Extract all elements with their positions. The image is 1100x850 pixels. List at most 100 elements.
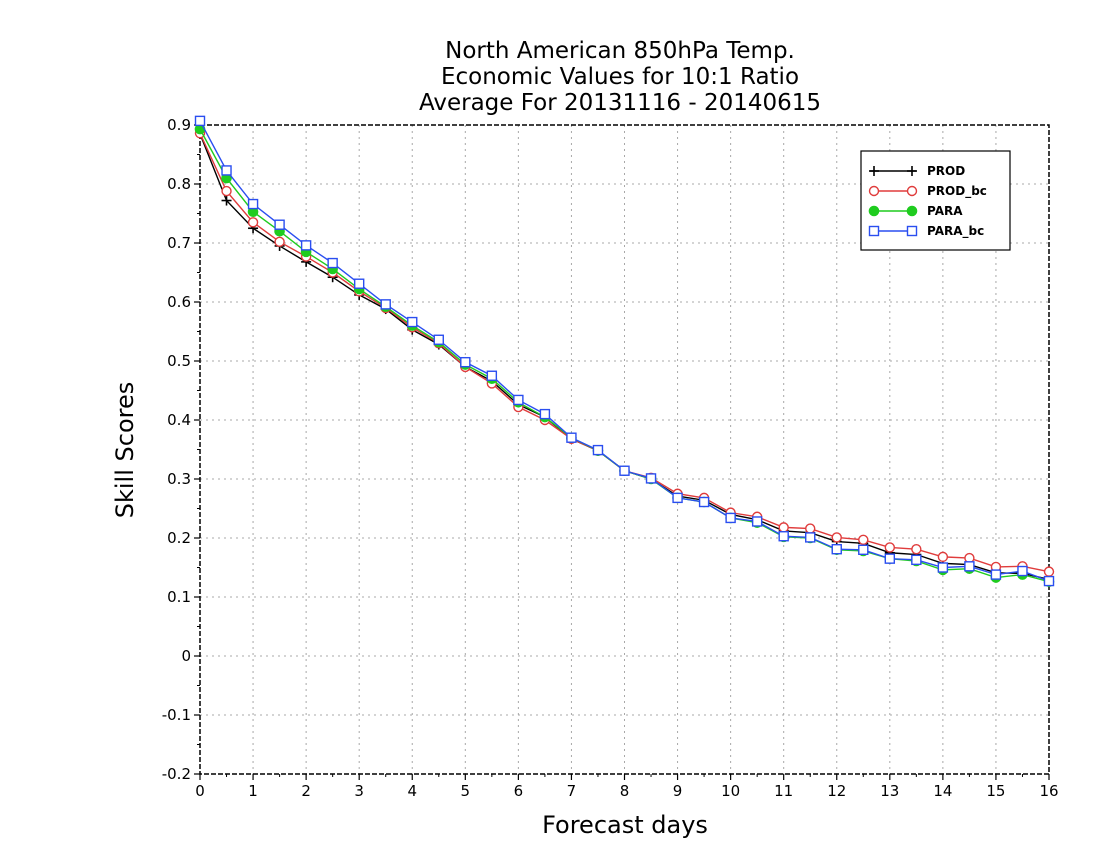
data-point-para-bc xyxy=(1017,565,1028,577)
legend-label: PARA_bc xyxy=(927,224,984,239)
x-tick-label: 11 xyxy=(774,782,793,800)
legend-item-prod-bc: PROD_bc xyxy=(868,184,987,199)
data-point-para-bc xyxy=(353,278,365,289)
x-tick-label: 5 xyxy=(461,782,471,800)
data-point-prod-bc xyxy=(831,532,842,543)
x-tick-label: 15 xyxy=(986,782,1005,800)
data-point-prod-bc xyxy=(274,236,285,248)
data-point-para-bc xyxy=(778,531,789,542)
data-point-prod-bc xyxy=(858,534,869,545)
x-tick-label: 6 xyxy=(514,782,524,800)
data-point-para-bc xyxy=(407,316,418,328)
legend-label: PARA xyxy=(927,204,963,218)
y-tick-label: 0.8 xyxy=(167,175,191,193)
data-point-para-bc xyxy=(1043,575,1055,587)
data-point-para-bc xyxy=(513,394,524,406)
data-point-para-bc xyxy=(592,444,604,456)
legend-label: PROD xyxy=(927,164,965,178)
y-tick-label: 0.6 xyxy=(167,293,191,311)
data-point-para-bc xyxy=(619,465,630,476)
data-point-para-bc xyxy=(566,432,577,443)
data-point-para-bc xyxy=(672,492,683,504)
data-point-para-bc xyxy=(539,408,551,420)
x-tick-label: 2 xyxy=(301,782,311,800)
data-point-para-bc xyxy=(327,257,338,269)
legend-marker xyxy=(907,166,917,176)
data-point-para-bc xyxy=(725,512,736,524)
data-point-para-bc xyxy=(911,554,922,566)
data-point-prod-bc xyxy=(884,542,896,553)
y-tick-label: 0.3 xyxy=(167,470,191,488)
legend-marker xyxy=(868,225,880,237)
x-tick-label: 10 xyxy=(721,782,740,800)
data-point-para-bc xyxy=(221,165,232,176)
legend-item-prod: PROD xyxy=(869,164,965,178)
legend-box xyxy=(860,150,1011,251)
data-point-para-bc xyxy=(964,561,975,572)
y-axis-title: Skill Scores xyxy=(111,382,139,519)
legend-item-para-bc: PARA_bc xyxy=(868,224,984,239)
data-point-para-bc xyxy=(433,334,444,345)
legend-label: PROD_bc xyxy=(927,184,987,199)
legend-marker xyxy=(906,185,918,197)
legend-marker xyxy=(868,205,880,217)
y-tick-label: -0.1 xyxy=(162,706,191,724)
data-point-para-bc xyxy=(805,532,816,543)
x-tick-label: 0 xyxy=(195,782,205,800)
chart-title: North American 850hPa Temp. Economic Val… xyxy=(419,38,821,116)
data-point-para-bc xyxy=(486,370,498,381)
data-point-para-bc xyxy=(884,553,896,564)
data-point-prod-bc xyxy=(911,544,922,555)
data-point-para-bc xyxy=(274,219,285,230)
data-point-prod-bc xyxy=(805,523,816,534)
data-point-prod xyxy=(221,195,232,206)
data-point-para-bc xyxy=(831,544,842,555)
y-tick-label: 0.4 xyxy=(167,411,191,429)
data-point-prod-bc xyxy=(221,185,232,197)
chart-title-line-1: North American 850hPa Temp. xyxy=(445,38,795,64)
data-point-para-bc xyxy=(247,198,259,210)
y-tick-label: 0.9 xyxy=(167,116,191,134)
series-para-bc xyxy=(194,115,1055,587)
chart-title-line-2: Economic Values for 10:1 Ratio xyxy=(441,64,799,90)
x-axis-ticks: 0 1 2 3 4 5 6 7 8 9 10 11 12 13 14 15 16 xyxy=(195,774,1059,800)
data-point-para-bc xyxy=(300,240,312,251)
data-point-para-bc xyxy=(460,356,471,368)
x-tick-label: 8 xyxy=(620,782,630,800)
legend-marker xyxy=(906,225,918,237)
x-tick-label: 12 xyxy=(827,782,846,800)
data-point-para-bc xyxy=(645,473,657,484)
data-point-para-bc xyxy=(858,544,869,555)
y-tick-label: 0.2 xyxy=(167,529,191,547)
data-point-prod-bc xyxy=(937,551,949,563)
legend-marker xyxy=(869,166,879,176)
data-point-prod-bc xyxy=(778,522,789,533)
y-axis-ticks: 0.9 0.8 0.7 0.6 0.5 0.4 0.3 0.2 0.1 0 -0.1 -0.2 xyxy=(162,116,200,783)
y-tick-label: -0.2 xyxy=(162,765,191,783)
y-tick-label: 0.1 xyxy=(167,588,191,606)
x-tick-label: 9 xyxy=(673,782,683,800)
data-point-para-bc xyxy=(990,569,1002,580)
x-tick-label: 7 xyxy=(567,782,577,800)
chart-title-line-3: Average For 20131116 - 20140615 xyxy=(419,90,821,116)
legend-marker xyxy=(906,205,918,217)
x-axis-title: Forecast days xyxy=(542,811,708,839)
x-tick-label: 13 xyxy=(880,782,899,800)
legend: PROD PROD_bc PARA PARA_bc xyxy=(860,150,1011,251)
legend-item-para: PARA xyxy=(868,204,963,218)
x-tick-label: 4 xyxy=(407,782,417,800)
data-point-prod-bc xyxy=(1043,566,1055,577)
x-tick-label: 16 xyxy=(1039,782,1058,800)
data-point-para-bc xyxy=(937,562,949,573)
y-tick-label: 0.7 xyxy=(167,234,191,252)
grid xyxy=(200,125,1049,774)
series-layer xyxy=(194,115,1055,587)
y-tick-label: 0.5 xyxy=(167,352,191,370)
data-point-para-bc xyxy=(194,115,206,127)
y-tick-label: 0 xyxy=(181,647,191,665)
data-point-para-bc xyxy=(698,496,710,508)
x-tick-label: 14 xyxy=(933,782,952,800)
x-tick-label: 1 xyxy=(248,782,258,800)
x-tick-label: 3 xyxy=(354,782,364,800)
